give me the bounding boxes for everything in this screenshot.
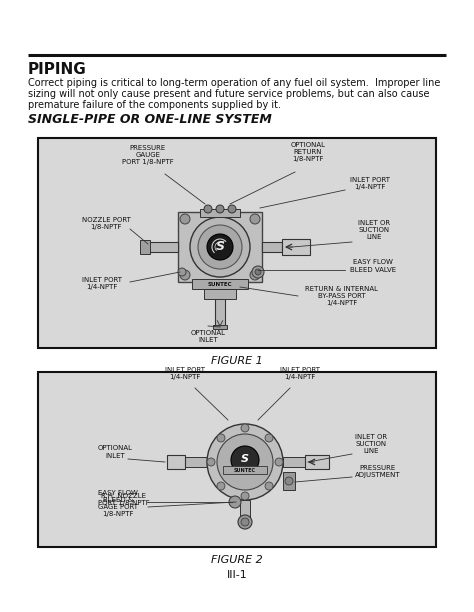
Text: OPTIONAL
INLET: OPTIONAL INLET bbox=[191, 330, 226, 343]
Text: III-1: III-1 bbox=[227, 570, 247, 580]
Circle shape bbox=[250, 214, 260, 224]
Circle shape bbox=[217, 482, 225, 490]
Circle shape bbox=[285, 477, 293, 485]
Circle shape bbox=[228, 205, 236, 213]
Circle shape bbox=[252, 266, 264, 278]
Text: NOZZLE PORT
1/8-NPTF: NOZZLE PORT 1/8-NPTF bbox=[82, 217, 131, 231]
Circle shape bbox=[229, 496, 241, 508]
Circle shape bbox=[265, 482, 273, 490]
Bar bbox=[223, 466, 267, 474]
Text: FIGURE 2: FIGURE 2 bbox=[211, 555, 263, 565]
Bar bbox=[305, 455, 329, 469]
Circle shape bbox=[180, 214, 190, 224]
Bar bbox=[38, 372, 436, 547]
Circle shape bbox=[180, 270, 190, 280]
Text: INLET PORT
1/4-NPTF: INLET PORT 1/4-NPTF bbox=[280, 367, 320, 380]
Bar bbox=[148, 242, 178, 252]
Text: FIGURE 1: FIGURE 1 bbox=[211, 356, 263, 366]
Bar bbox=[283, 472, 295, 490]
Circle shape bbox=[241, 492, 249, 500]
Circle shape bbox=[178, 268, 186, 276]
Text: SUNTEC: SUNTEC bbox=[234, 468, 256, 472]
Text: PRESSURE
GAUGE
PORT 1/8-NPTF: PRESSURE GAUGE PORT 1/8-NPTF bbox=[122, 145, 174, 165]
Circle shape bbox=[241, 424, 249, 432]
Circle shape bbox=[265, 434, 273, 442]
Text: PRESSURE
ADJUSTMENT: PRESSURE ADJUSTMENT bbox=[355, 466, 401, 479]
Bar bbox=[283, 457, 305, 467]
Bar bbox=[192, 279, 248, 289]
Circle shape bbox=[255, 269, 261, 275]
Bar bbox=[213, 325, 227, 329]
Text: Correct piping is critical to long-term operation of any fuel oil system.  Impro: Correct piping is critical to long-term … bbox=[28, 78, 440, 88]
Text: INLET OR
SUCTION
LINE: INLET OR SUCTION LINE bbox=[355, 434, 387, 454]
Bar bbox=[215, 282, 225, 327]
Circle shape bbox=[207, 234, 233, 260]
Text: INLET PORT
1/4-NPTF: INLET PORT 1/4-NPTF bbox=[165, 367, 205, 380]
Text: EASY FLOW
BLEED VALVE: EASY FLOW BLEED VALVE bbox=[350, 259, 396, 272]
Circle shape bbox=[198, 225, 242, 269]
Circle shape bbox=[207, 424, 283, 500]
Text: INLET OR
SUCTION
LINE: INLET OR SUCTION LINE bbox=[358, 220, 390, 240]
Circle shape bbox=[217, 434, 225, 442]
Bar bbox=[38, 138, 436, 348]
Circle shape bbox=[275, 458, 283, 466]
Circle shape bbox=[238, 515, 252, 529]
Text: R.H. NOZZLE
PORT 1/8-NPTF: R.H. NOZZLE PORT 1/8-NPTF bbox=[98, 493, 150, 507]
Bar bbox=[140, 240, 150, 254]
Circle shape bbox=[207, 458, 215, 466]
Text: INLET PORT
1/4-NPTF: INLET PORT 1/4-NPTF bbox=[350, 177, 390, 190]
Text: S: S bbox=[241, 454, 249, 464]
Bar bbox=[167, 455, 185, 469]
Text: sizing will not only cause present and future service problems, but can also cau: sizing will not only cause present and f… bbox=[28, 89, 429, 99]
Circle shape bbox=[241, 518, 249, 526]
Text: EASY FLOW
BLEED &
GAGE PORT
1/8-NPTF: EASY FLOW BLEED & GAGE PORT 1/8-NPTF bbox=[98, 490, 138, 517]
Text: SUNTEC: SUNTEC bbox=[208, 282, 232, 286]
Bar bbox=[185, 457, 207, 467]
Text: SINGLE-PIPE OR ONE-LINE SYSTEM: SINGLE-PIPE OR ONE-LINE SYSTEM bbox=[28, 113, 272, 126]
Circle shape bbox=[216, 205, 224, 213]
Circle shape bbox=[190, 217, 250, 277]
Bar bbox=[200, 209, 240, 217]
Text: S: S bbox=[216, 241, 225, 253]
Bar bbox=[178, 212, 262, 282]
Text: INLET PORT
1/4-NPTF: INLET PORT 1/4-NPTF bbox=[82, 277, 122, 291]
Bar bbox=[282, 239, 310, 255]
Text: OPTIONAL
RETURN
1/8-NPTF: OPTIONAL RETURN 1/8-NPTF bbox=[291, 142, 326, 162]
Bar bbox=[262, 242, 282, 252]
Text: RETURN & INTERNAL
BY-PASS PORT
1/4-NPTF: RETURN & INTERNAL BY-PASS PORT 1/4-NPTF bbox=[305, 286, 378, 306]
Text: OPTIONAL
INLET: OPTIONAL INLET bbox=[98, 446, 133, 458]
Circle shape bbox=[250, 270, 260, 280]
Bar bbox=[240, 500, 250, 522]
Circle shape bbox=[231, 446, 259, 474]
Bar bbox=[204, 289, 236, 299]
Text: premature failure of the components supplied by it.: premature failure of the components supp… bbox=[28, 100, 281, 110]
Circle shape bbox=[217, 434, 273, 490]
Text: PIPING: PIPING bbox=[28, 62, 87, 77]
Circle shape bbox=[204, 205, 212, 213]
